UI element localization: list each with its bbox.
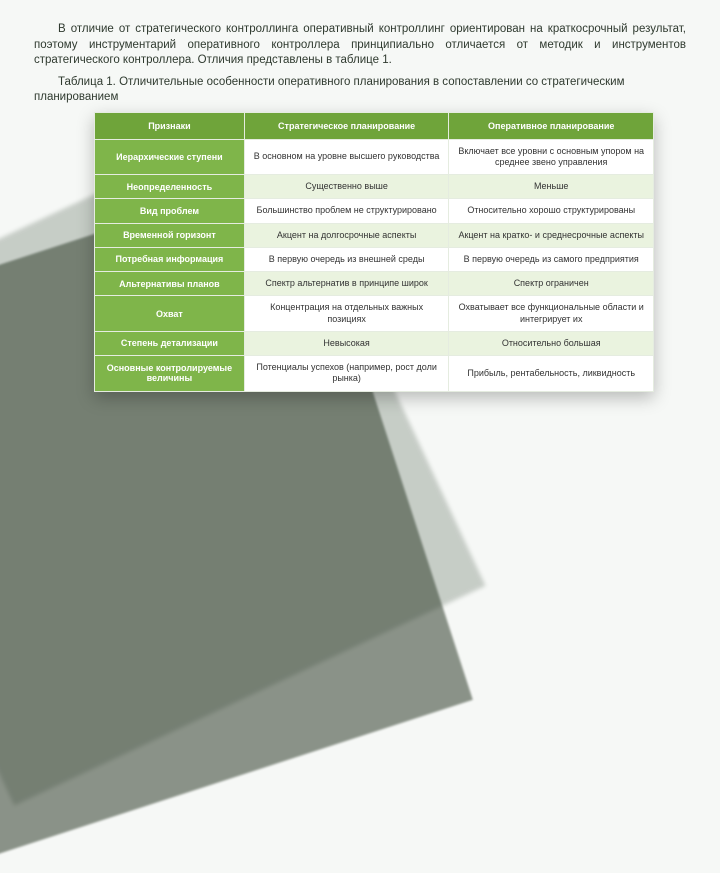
operative-cell: Включает все уровни с основным упором на… — [449, 139, 654, 175]
table-row: Потребная информация В первую очередь из… — [95, 247, 654, 271]
operative-cell: Охватывает все функциональные области и … — [449, 296, 654, 332]
strategic-cell: Спектр альтернатив в принципе широк — [244, 272, 449, 296]
operative-cell: Относительно большая — [449, 331, 654, 355]
feature-cell: Степень детализации — [95, 331, 245, 355]
feature-cell: Временной горизонт — [95, 223, 245, 247]
strategic-cell: Существенно выше — [244, 175, 449, 199]
col-header-strategic: Стратегическое планирование — [244, 112, 449, 139]
intro-paragraph: В отличие от стратегического контроллинг… — [34, 22, 686, 69]
feature-cell: Потребная информация — [95, 247, 245, 271]
comparison-table: Признаки Стратегическое планирование Опе… — [94, 112, 654, 392]
operative-cell: Прибыль, рентабельность, ликвидность — [449, 356, 654, 392]
strategic-cell: Большинство проблем не структурировано — [244, 199, 449, 223]
strategic-cell: В основном на уровне высшего руководства — [244, 139, 449, 175]
table-row: Охват Концентрация на отдельных важных п… — [95, 296, 654, 332]
table-row: Иерархические ступени В основном на уров… — [95, 139, 654, 175]
slide-content: В отличие от стратегического контроллинг… — [0, 0, 720, 540]
feature-cell: Иерархические ступени — [95, 139, 245, 175]
strategic-cell: В первую очередь из внешней среды — [244, 247, 449, 271]
strategic-cell: Невысокая — [244, 331, 449, 355]
strategic-cell: Концентрация на отдельных важных позиция… — [244, 296, 449, 332]
col-header-operative: Оперативное планирование — [449, 112, 654, 139]
feature-cell: Вид проблем — [95, 199, 245, 223]
operative-cell: Меньше — [449, 175, 654, 199]
operative-cell: Акцент на кратко- и среднесрочные аспект… — [449, 223, 654, 247]
table-row: Временной горизонт Акцент на долгосрочны… — [95, 223, 654, 247]
operative-cell: В первую очередь из самого предприятия — [449, 247, 654, 271]
table-caption: Таблица 1. Отличительные особенности опе… — [34, 75, 686, 106]
table-row: Неопределенность Существенно выше Меньше — [95, 175, 654, 199]
operative-cell: Относительно хорошо структурированы — [449, 199, 654, 223]
table-row: Степень детализации Невысокая Относитель… — [95, 331, 654, 355]
col-header-feature: Признаки — [95, 112, 245, 139]
table-row: Альтернативы планов Спектр альтернатив в… — [95, 272, 654, 296]
table-row: Вид проблем Большинство проблем не струк… — [95, 199, 654, 223]
operative-cell: Спектр ограничен — [449, 272, 654, 296]
table-row: Основные контролируемые величины Потенци… — [95, 356, 654, 392]
feature-cell: Основные контролируемые величины — [95, 356, 245, 392]
feature-cell: Охват — [95, 296, 245, 332]
table-header-row: Признаки Стратегическое планирование Опе… — [95, 112, 654, 139]
feature-cell: Альтернативы планов — [95, 272, 245, 296]
strategic-cell: Акцент на долгосрочные аспекты — [244, 223, 449, 247]
feature-cell: Неопределенность — [95, 175, 245, 199]
strategic-cell: Потенциалы успехов (например, рост доли … — [244, 356, 449, 392]
